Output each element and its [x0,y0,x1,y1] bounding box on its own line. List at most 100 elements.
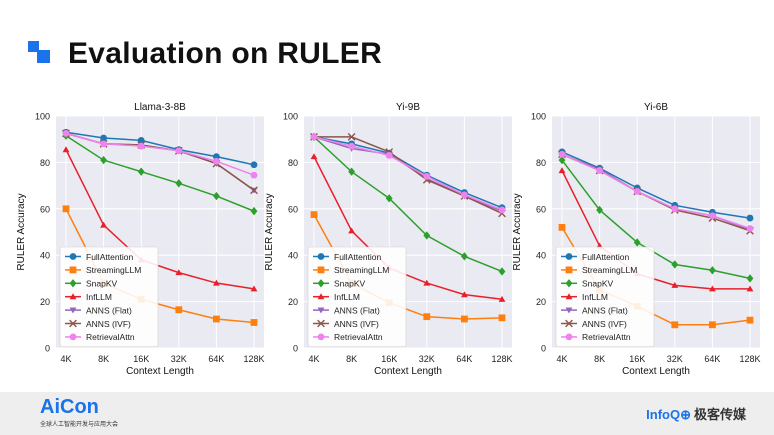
footer-brand-geek: 极客传媒 [693,407,746,422]
point-retrievalattn-32k [423,172,431,180]
x-tick-label-4k: 4K [60,354,71,364]
point-retrievalattn-16k [137,142,145,150]
point-retrievalattn-32k [671,205,679,213]
legend-label-streamingllm: StreamingLLM [334,265,389,275]
x-axis-label: Context Length [622,366,690,377]
point-snapkv-32k [175,179,183,188]
point-retrievalattn-16k [385,152,393,159]
legend-marker-streamingllm [69,266,77,274]
legend-marker-anns-ivf [565,319,573,328]
legend-label-anns-ivf: ANNS (IVF) [582,319,627,329]
series-retrievalattn [558,150,754,232]
point-infllm-64k [213,279,220,286]
y-tick-label-60: 60 [288,204,298,214]
y-tick-label-0: 0 [541,344,546,354]
point-retrievalattn-4k [558,150,566,158]
y-tick-label-80: 80 [40,158,50,168]
point-retrievalattn-16k [633,188,641,195]
y-tick-label-100: 100 [283,112,298,122]
series-line-fullattention [313,136,503,209]
legend-marker-streamingllm [565,266,573,274]
point-retrievalattn-64k [709,212,716,220]
series-infllm [310,153,506,302]
point-streamingllm-4k [62,205,70,213]
legend-marker-snapkv [565,279,573,288]
point-infllm-64k [709,285,716,292]
point-streamingllm-32k [175,306,183,314]
legend-label-snapkv: SnapKV [86,279,118,289]
x-tick-label-16k: 16K [629,354,645,364]
series-line-retrievalattn [313,136,503,211]
footer-logo-subtitle: 全球人工智能开发与应用大会 [40,422,119,428]
point-infllm-32k [423,279,431,286]
series-line-infllm [313,156,503,301]
point-retrievalattn-64k [461,191,468,199]
chart-panel-yi-9b: 0 20 40 60 80 100 4K 8K 16K 32K 64K 128K Yi-9B Contex… [264,102,513,377]
series-line-snapkv [65,135,255,212]
point-retrievalattn-4k [62,130,70,137]
x-tick-label-16k: 16K [381,354,397,364]
point-retrievalattn-128k [250,171,258,179]
x-axis-label: Context Length [374,366,442,377]
series-line-snapkv [313,136,503,273]
point-fullattention-128k [250,161,258,169]
point-snapkv-8k [596,205,603,215]
x-tick-label-64k: 64K [208,354,224,364]
point-infllm-128k [250,285,258,292]
point-retrievalattn-8k [100,140,107,148]
point-retrievalattn-4k [310,133,318,141]
legend-label-streamingllm: StreamingLLM [86,265,141,275]
series-line-infllm [65,149,255,290]
point-infllm-4k [310,153,318,160]
x-tick-label-128k: 128K [243,354,264,364]
y-tick-label-80: 80 [536,158,546,168]
legend: FullAttention StreamingLLM SnapKV InfLLM ANN… [307,246,407,348]
legend-label-retrievalattn: RetrievalAttn [582,332,631,342]
series-retrievalattn [310,133,506,214]
point-streamingllm-128k [250,319,258,326]
legend-label-anns-flat: ANNS (Flat) [334,305,380,315]
y-tick-label-40: 40 [40,251,50,261]
point-snapkv-64k [709,266,716,275]
point-retrievalattn-8k [348,142,355,150]
slide-title-row: Evaluation on RULER [28,34,382,74]
point-retrievalattn-128k [498,206,506,214]
point-fullattention-128k [746,214,754,222]
y-tick-label-40: 40 [288,251,298,261]
legend-label-snapkv: SnapKV [334,279,366,289]
legend-label-infllm: InfLLM [86,292,112,302]
x-tick-label-128k: 128K [491,354,512,364]
y-tick-label-20: 20 [40,297,50,307]
chart-title: Yi-9B [396,102,420,113]
x-tick-label-8k: 8K [98,354,109,364]
x-tick-label-16k: 16K [133,354,149,364]
point-infllm-8k [348,227,355,234]
footer-logo: AiCon [40,396,99,418]
point-fullattention-8k [100,134,107,142]
point-streamingllm-128k [746,316,754,324]
legend-marker-retrievalattn [317,333,325,341]
point-infllm-4k [62,146,70,153]
legend: FullAttention StreamingLLM SnapKV InfLLM ANN… [59,246,159,348]
x-tick-label-4k: 4K [308,354,319,364]
point-anns-ivf-8k [347,132,356,141]
point-streamingllm-64k [709,321,716,329]
legend-label-infllm: InfLLM [582,292,608,302]
point-snapkv-32k [423,231,431,240]
chart-title: Llama-3-8B [134,102,186,113]
x-tick-label-64k: 64K [456,354,472,364]
chart-title: Yi-6B [644,102,668,113]
y-tick-label-100: 100 [531,112,546,122]
legend-label-anns-ivf: ANNS (IVF) [334,319,379,329]
x-tick-label-4k: 4K [556,354,567,364]
legend-box [307,246,407,348]
y-axis-label: RULER Accuracy [512,193,523,270]
chart-panel-yi-6b: 0 20 40 60 80 100 4K 8K 16K 32K 64K 128K Yi-6B Contex… [512,102,761,377]
y-tick-label-40: 40 [536,251,546,261]
legend-label-retrievalattn: RetrievalAttn [334,332,383,342]
y-tick-label-80: 80 [288,158,298,168]
y-tick-label-60: 60 [40,204,50,214]
point-snapkv-64k [461,252,468,261]
y-tick-label-60: 60 [536,204,546,214]
point-infllm-4k [558,167,566,174]
